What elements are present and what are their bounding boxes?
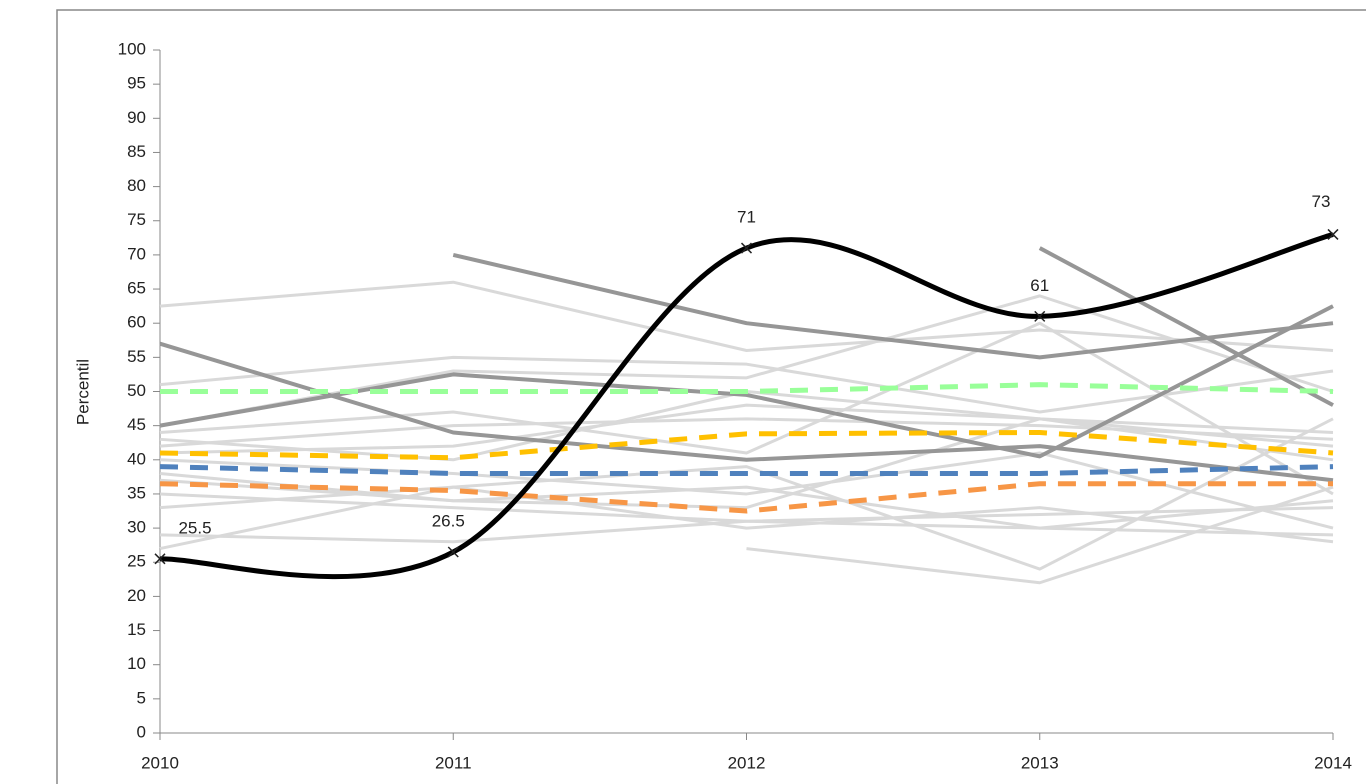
dashed-line [160,382,1334,394]
line [159,280,1334,353]
line [159,232,1334,580]
y-tick-label: 90 [127,108,146,127]
marker [447,546,459,558]
y-tick-label: 65 [127,279,146,298]
line [159,403,1334,455]
line [1038,246,1334,407]
dashed-line [159,464,1334,476]
line [159,321,1334,496]
y-tick-label: 100 [118,39,146,58]
data-label: 26.5 [432,511,465,530]
y-tick-label: 50 [127,381,146,400]
y-tick-label: 80 [127,176,146,195]
marker [740,242,753,254]
dashed-line [159,429,1334,461]
line [159,417,1334,448]
y-tick-label: 10 [127,654,146,673]
marker [1034,310,1046,322]
y-tick-label: 0 [137,722,146,741]
y-tick-label: 75 [127,210,146,229]
dashed-line [159,481,1333,514]
y-tick-label: 45 [127,415,146,434]
y-tick-label: 55 [127,347,146,366]
y-axis-label: Percentil [73,359,92,425]
y-tick-label: 95 [127,74,146,93]
line [159,478,1334,537]
line [159,417,1334,571]
x-tick-label: 2012 [728,753,766,772]
y-tick-label: 20 [127,586,146,605]
data-label: 61 [1030,276,1049,295]
data-label: 73 [1312,192,1331,211]
data-label: 71 [737,208,756,227]
marker [1327,228,1339,240]
y-tick-label: 15 [127,620,146,639]
marker [154,553,166,565]
y-tick-label: 85 [127,142,146,161]
line [452,252,1334,360]
x-tick-label: 2013 [1021,753,1059,772]
line [159,417,1334,510]
x-tick-label: 2010 [141,753,179,772]
line [159,506,1334,544]
x-tick-label: 2014 [1314,753,1352,772]
y-tick-label: 5 [137,688,146,707]
y-tick-label: 35 [127,483,146,502]
line [159,341,1334,483]
y-tick-label: 60 [127,313,146,332]
y-tick-label: 30 [127,518,146,537]
x-tick-label: 2011 [435,753,472,772]
chart-frame [56,9,1366,784]
line [159,355,1334,414]
y-tick-label: 40 [127,449,146,468]
y-tick-label: 25 [127,552,146,571]
line [746,485,1334,585]
y-tick-label: 70 [127,244,146,263]
data-label: 25.5 [178,518,211,537]
